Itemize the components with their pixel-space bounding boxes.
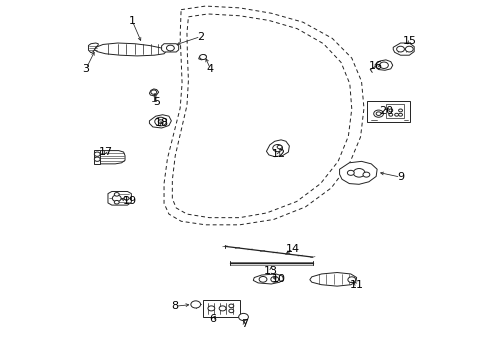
Circle shape: [388, 109, 392, 112]
Circle shape: [190, 301, 200, 308]
Circle shape: [375, 112, 380, 116]
Circle shape: [207, 306, 214, 311]
Bar: [203, 300, 239, 317]
Circle shape: [373, 110, 383, 117]
Circle shape: [228, 304, 233, 308]
Circle shape: [396, 46, 404, 52]
Polygon shape: [266, 140, 289, 157]
Circle shape: [379, 62, 387, 68]
Bar: [366, 101, 409, 122]
Polygon shape: [374, 60, 392, 70]
Text: 14: 14: [285, 244, 300, 254]
Circle shape: [394, 113, 398, 116]
Text: 20: 20: [378, 106, 392, 116]
Circle shape: [151, 90, 157, 94]
Polygon shape: [97, 150, 125, 164]
Text: 12: 12: [271, 149, 285, 159]
Text: 5: 5: [153, 97, 160, 107]
Text: 1: 1: [128, 16, 136, 26]
Text: 3: 3: [82, 64, 89, 74]
Text: 11: 11: [349, 280, 363, 290]
Circle shape: [270, 276, 278, 282]
Circle shape: [219, 306, 225, 311]
Text: 17: 17: [98, 147, 112, 157]
Polygon shape: [339, 161, 376, 184]
Circle shape: [228, 309, 233, 313]
Circle shape: [352, 168, 364, 177]
Circle shape: [405, 46, 412, 52]
Circle shape: [388, 113, 392, 116]
Circle shape: [277, 145, 282, 149]
Circle shape: [259, 276, 266, 282]
Circle shape: [238, 314, 248, 320]
Circle shape: [272, 144, 282, 152]
Text: 2: 2: [197, 32, 204, 41]
Polygon shape: [88, 43, 98, 53]
Text: 4: 4: [206, 64, 213, 74]
Polygon shape: [392, 43, 413, 55]
Circle shape: [346, 170, 353, 175]
Text: 6: 6: [209, 314, 216, 324]
Text: 18: 18: [154, 118, 168, 128]
Text: 8: 8: [171, 301, 179, 311]
Polygon shape: [198, 54, 206, 60]
Circle shape: [94, 152, 100, 156]
Circle shape: [114, 193, 119, 196]
Polygon shape: [108, 192, 131, 205]
Bar: [94, 150, 100, 164]
Circle shape: [158, 120, 163, 123]
Circle shape: [347, 277, 355, 283]
Circle shape: [199, 54, 206, 59]
Polygon shape: [253, 274, 283, 284]
Text: 9: 9: [396, 172, 403, 182]
Bar: [385, 104, 404, 118]
Text: 7: 7: [241, 319, 247, 329]
Text: 13: 13: [264, 266, 278, 276]
Circle shape: [155, 117, 166, 126]
Text: 16: 16: [368, 61, 383, 71]
Text: 19: 19: [122, 196, 137, 206]
Circle shape: [398, 113, 402, 116]
Circle shape: [398, 109, 402, 112]
Polygon shape: [149, 89, 158, 96]
Circle shape: [124, 197, 129, 200]
Polygon shape: [149, 115, 171, 128]
Text: 15: 15: [403, 36, 416, 46]
Polygon shape: [309, 273, 356, 286]
Circle shape: [112, 195, 121, 202]
Text: 10: 10: [271, 274, 285, 284]
Circle shape: [362, 172, 369, 177]
Polygon shape: [161, 44, 178, 52]
Circle shape: [166, 45, 174, 51]
Circle shape: [94, 157, 100, 161]
Circle shape: [114, 201, 119, 204]
